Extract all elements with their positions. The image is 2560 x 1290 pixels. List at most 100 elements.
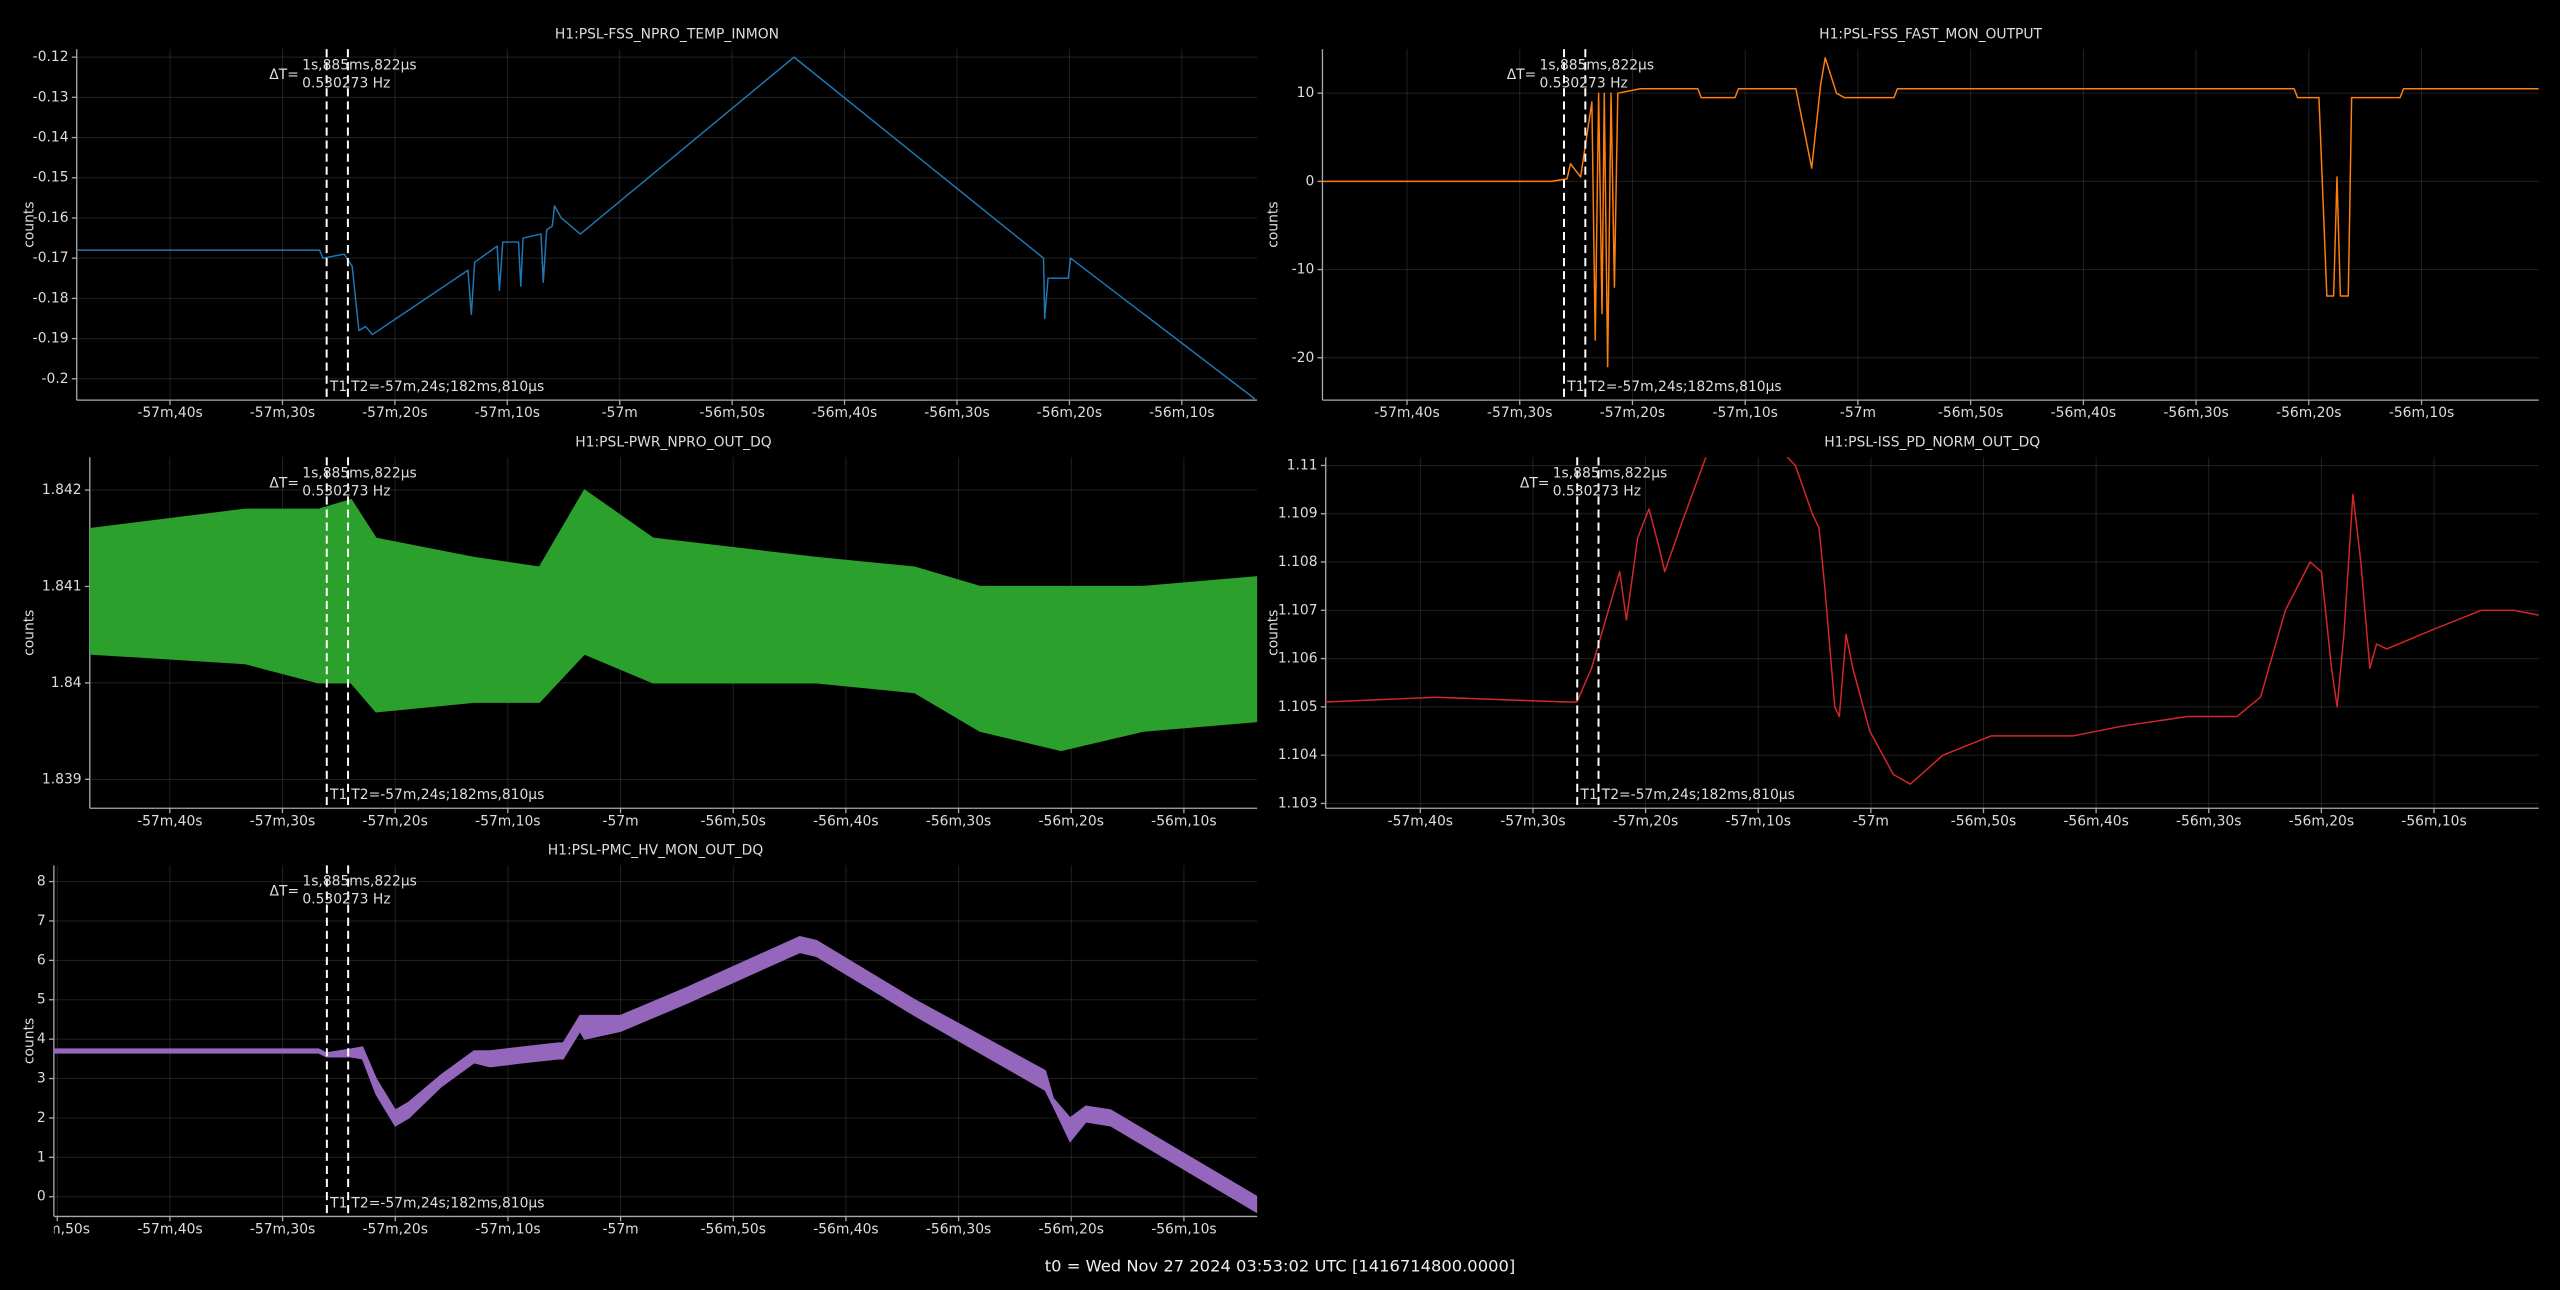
cursor-delta-value: 1s,885ms,822μs xyxy=(1540,57,1655,73)
x-tick-label: -56m,30s xyxy=(926,813,991,829)
x-tick-label: -56m,20s xyxy=(2276,405,2341,421)
cursor-delta-label: ΔT= xyxy=(269,67,299,83)
trace-band xyxy=(89,489,1258,752)
x-tick-label: -56m,30s xyxy=(2163,405,2228,421)
x-tick-label: -57m,10s xyxy=(475,1221,540,1237)
y-tick-label: 3 xyxy=(37,1071,46,1087)
cursor-t2-label: T2=-57m,24s;182ms,810μs xyxy=(350,379,544,395)
x-tick-label: -56m,10s xyxy=(2389,405,2454,421)
y-tick-label: -0.18 xyxy=(33,290,69,306)
x-tick-label: -56m,50s xyxy=(701,1221,766,1237)
x-tick-label: -57m,30s xyxy=(1500,813,1565,829)
y-axis-label: counts xyxy=(21,201,37,247)
x-tick-label: -57m,30s xyxy=(250,405,315,421)
y-tick-label: 1.104 xyxy=(1278,747,1318,763)
x-tick-labels: -57m,50s -57m,40s -57m,30s -57m,20s -57m,10s… xyxy=(25,1221,1217,1237)
y-tick-label: -0.2 xyxy=(42,371,69,387)
x-tick-label: -56m,20s xyxy=(1039,813,1104,829)
x-tick-label: -57m xyxy=(1840,405,1876,421)
y-axis-label: counts xyxy=(1265,610,1281,656)
x-tick-labels: -57m,40s -57m,30s -57m,20s -57m,10s -57m -56m… xyxy=(137,405,1214,421)
plot-title: H1:PSL-ISS_PD_NORM_OUT_DQ xyxy=(1824,435,2040,451)
x-tick-label: -56m,30s xyxy=(924,405,989,421)
x-tick-label: -57m,10s xyxy=(1712,405,1777,421)
y-axis-label: counts xyxy=(21,1018,37,1064)
y-axis-label: counts xyxy=(21,610,37,656)
trace-band xyxy=(53,936,1258,1214)
cursor-t2-label: T2=-57m,24s;182ms,810μs xyxy=(350,787,544,803)
x-tick-label: -57m,20s xyxy=(363,1221,428,1237)
x-tick-label: -57m xyxy=(603,1221,639,1237)
cursor-t2-label: T2=-57m,24s;182ms,810μs xyxy=(1601,787,1795,803)
y-tick-label: 1.103 xyxy=(1278,795,1318,811)
plot-title: H1:PSL-PMC_HV_MON_OUT_DQ xyxy=(548,843,764,859)
x-tick-label: -57m,50s xyxy=(25,1221,90,1237)
x-tick-label: -57m,40s xyxy=(137,405,202,421)
x-tick-label: -56m,40s xyxy=(813,813,878,829)
plot-title: H1:PSL-FSS_NPRO_TEMP_INMON xyxy=(555,26,779,42)
x-tick-label: -57m,10s xyxy=(1726,813,1791,829)
x-tick-labels: -57m,40s -57m,30s -57m,20s -57m,10s -57m -56m… xyxy=(137,813,1217,829)
y-tick-label: 1.106 xyxy=(1278,651,1318,667)
y-tick-label: 1.108 xyxy=(1278,554,1318,570)
x-tick-label: -57m,20s xyxy=(1600,405,1665,421)
cursor-t1-label: T1 xyxy=(329,787,347,803)
plot-title: H1:PSL-FSS_FAST_MON_OUTPUT xyxy=(1819,26,2042,42)
plot-title: H1:PSL-PWR_NPRO_OUT_DQ xyxy=(575,435,771,451)
x-tick-label: -56m,20s xyxy=(1037,405,1102,421)
x-tick-label: -56m,40s xyxy=(2051,405,2116,421)
x-tick-label: -56m,10s xyxy=(1151,813,1216,829)
y-tick-label: -0.16 xyxy=(33,210,69,226)
y-tick-label: 1.842 xyxy=(42,482,82,498)
cursor-delta-label: ΔT= xyxy=(1507,67,1537,83)
y-axis-label: counts xyxy=(1265,201,1281,247)
y-tick-label: 8 xyxy=(37,874,46,890)
y-tick-label: 0 xyxy=(1305,173,1314,189)
x-tick-label: -57m,20s xyxy=(362,813,427,829)
x-tick-label: -57m,30s xyxy=(250,813,315,829)
y-tick-label: 1.84 xyxy=(51,675,82,691)
x-tick-label: -56m,50s xyxy=(700,813,765,829)
cursor-t1-label: T1 xyxy=(329,1195,347,1211)
y-tick-label: -0.17 xyxy=(33,250,69,266)
y-tick-label: -0.13 xyxy=(33,89,69,105)
x-tick-label: -56m,40s xyxy=(813,1221,878,1237)
x-tick-label: -56m,30s xyxy=(926,1221,991,1237)
y-tick-label: -0.19 xyxy=(33,331,69,347)
data-area xyxy=(76,56,1256,400)
y-tick-label: 1.109 xyxy=(1278,506,1318,522)
cursor-delta-label: ΔT= xyxy=(1520,475,1550,491)
cursor-t2-label: T2=-57m,24s;182ms,810μs xyxy=(1588,379,1782,395)
x-tick-label: -57m,40s xyxy=(1374,405,1439,421)
cursor-t1-label: T1 xyxy=(1579,787,1597,803)
cursor-delta-label: ΔT= xyxy=(270,884,300,900)
cursor-t1-label: T1 xyxy=(329,379,347,395)
y-tick-label: -0.14 xyxy=(33,130,69,146)
y-tick-label: 1.107 xyxy=(1278,602,1318,618)
cursor-delta-value: 1s,885ms,822μs xyxy=(1553,466,1668,482)
y-tick-label: -10 xyxy=(1292,262,1315,278)
y-tick-label: -0.12 xyxy=(33,49,69,65)
y-tick-label: 1.841 xyxy=(42,578,82,594)
x-tick-label: -57m xyxy=(602,405,638,421)
data-area xyxy=(1325,457,2539,785)
cursor-delta-freq: 0.530273 Hz xyxy=(1553,484,1641,500)
x-tick-label: -57m xyxy=(602,813,638,829)
y-tick-label: -20 xyxy=(1292,350,1315,366)
x-tick-label: -57m,10s xyxy=(475,813,540,829)
x-tick-label: -57m,20s xyxy=(1613,813,1678,829)
x-tick-label: -56m,20s xyxy=(2289,813,2354,829)
y-tick-label: 0 xyxy=(37,1189,46,1205)
x-tick-label: -57m,10s xyxy=(475,405,540,421)
y-tick-label: -0.15 xyxy=(33,170,69,186)
cursor-delta-value: 1s,885ms,822μs xyxy=(302,57,417,73)
x-tick-label: -56m,50s xyxy=(1951,813,2016,829)
x-tick-label: -57m,40s xyxy=(137,1221,202,1237)
trace-line xyxy=(1325,457,2539,785)
